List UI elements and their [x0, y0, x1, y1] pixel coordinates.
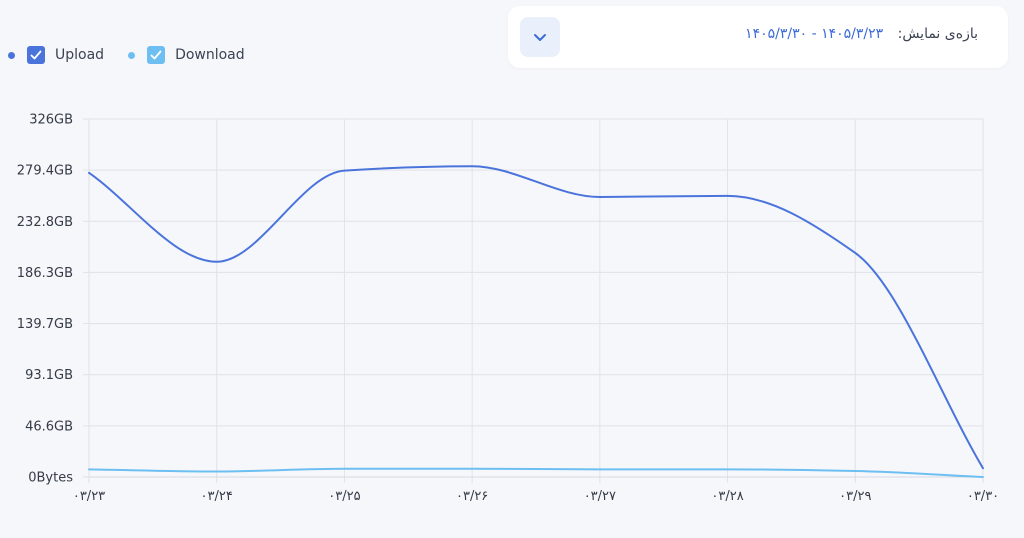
legend-label-upload: Upload [55, 47, 105, 63]
checkbox-icon[interactable] [27, 46, 45, 64]
x-tick-label: ۰۳/۲۵ [328, 489, 360, 504]
y-tick-label: 326GB [29, 113, 73, 128]
y-tick-label: 232.8GB [17, 215, 73, 230]
chevron-down-icon [534, 33, 546, 41]
series-line-upload [88, 165, 984, 470]
x-tick-label: ۰۳/۳۰ [967, 489, 999, 504]
range-value: ۱۴۰۵/۳/۲۳ - ۱۴۰۵/۳/۳۰ [745, 26, 884, 42]
y-tick-label: 93.1GB [25, 368, 73, 383]
legend-item-upload[interactable]: Upload [8, 46, 104, 64]
range-dropdown-button[interactable] [520, 17, 560, 57]
check-icon [150, 50, 162, 60]
range-text: بازه‌ی نمایش: ۱۴۰۵/۳/۲۳ - ۱۴۰۵/۳/۳۰ [745, 26, 978, 42]
chart-legend: Upload Download [8, 46, 269, 64]
series-line-download [88, 467, 984, 478]
x-tick-label: ۰۳/۲۸ [711, 489, 743, 504]
legend-dot-upload [8, 51, 15, 59]
legend-label-download: Download [175, 47, 245, 63]
x-tick-label: ۰۳/۲۳ [73, 489, 105, 504]
x-tick-label: ۰۳/۲۴ [201, 489, 233, 504]
y-tick-label: 0Bytes [28, 471, 73, 486]
y-tick-label: 186.3GB [17, 266, 73, 281]
x-tick-label: ۰۳/۲۶ [456, 489, 488, 504]
y-tick-label: 279.4GB [17, 164, 73, 179]
y-tick-label: 139.7GB [17, 317, 73, 332]
x-tick-label: ۰۳/۲۷ [584, 489, 616, 504]
legend-item-download[interactable]: Download [128, 46, 245, 64]
y-tick-label: 46.6GB [25, 419, 73, 434]
legend-dot-download [128, 51, 136, 59]
date-range-selector: بازه‌ی نمایش: ۱۴۰۵/۳/۲۳ - ۱۴۰۵/۳/۳۰ [508, 6, 1008, 68]
x-tick-label: ۰۳/۲۹ [839, 489, 871, 504]
check-icon [30, 50, 42, 60]
range-label: بازه‌ی نمایش: [897, 26, 978, 42]
checkbox-icon[interactable] [147, 46, 166, 64]
